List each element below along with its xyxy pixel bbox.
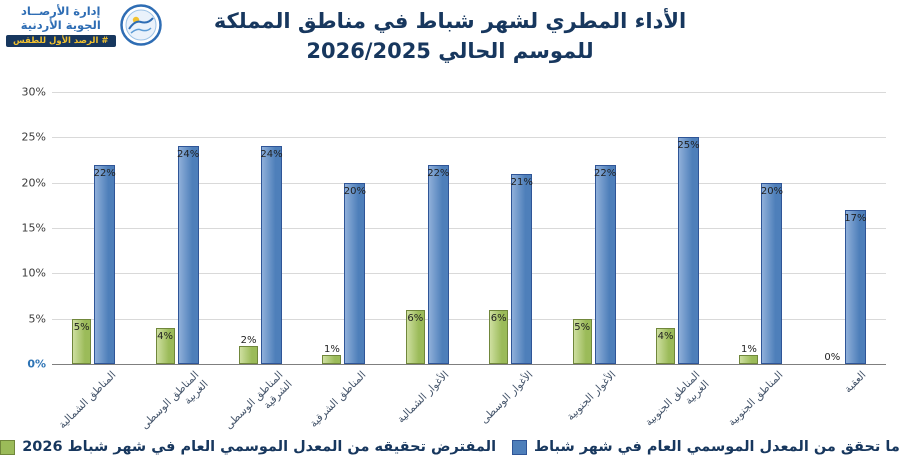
org-name: إدارة الأرصــاد الجوية الأردنية # الرصد … [6,4,116,47]
org-name-line1: إدارة الأرصــاد [20,4,101,18]
bar-achieved: 22% [427,164,449,364]
bar-expected: 2% [239,335,259,364]
bar-value-label: 5% [574,321,591,333]
chart-title: الأداء المطري لشهر شباط في مناطق المملكة… [0,6,900,67]
legend-swatch-green [0,439,16,455]
chart-title-line1: الأداء المطري لشهر شباط في مناطق المملكة [213,9,687,33]
org-identity: إدارة الأرصــاد الجوية الأردنية # الرصد … [6,4,162,47]
bar-value-label: 1% [741,343,757,355]
bar-chart: 0% 5% 10% 15% 20% 25% 30% 5% 22% المناطق الشمالية… [8,86,892,432]
bar-value-label: 22% [93,167,116,179]
chart-title-line2: للموسم الحالي 2026/2025 [306,39,594,64]
legend-label-achieved: ما تحقق من المعدل الموسمي العام في شهر ش… [534,439,900,455]
bar-value-label: 22% [594,167,617,179]
jmd-logo-icon [119,4,162,46]
bar-value-label: 17% [844,212,867,224]
gridline [52,228,886,229]
y-axis-label: 30% [21,85,46,99]
bar-expected: 1% [739,344,759,364]
x-axis-label: المناطق الشرقية [307,369,369,430]
bar-value-label: 4% [657,330,674,342]
legend-item-achieved: ما تحقق من المعدل الموسمي العام في شهر ش… [512,439,900,455]
bar-value-label: 24% [176,149,200,161]
plot-area: 0% 5% 10% 15% 20% 25% 30% 5% 22% المناطق الشمالية… [22,86,886,432]
bar-value-label: 22% [427,167,450,179]
legend: ما تحقق من المعدل الموسمي العام في شهر ش… [0,439,900,455]
bar-expected: 5% [72,318,92,364]
y-axis-label: 10% [21,266,46,280]
bar-expected: 1% [322,344,342,364]
bar-groups: 5% 22% المناطق الشمالية 4% 24% المناطق الوسطى… [52,92,886,432]
bar-value-label: 4% [157,330,174,342]
category-group: 4% 24% المناطق الوسطى الغربية [135,92,218,432]
gridline [52,318,886,320]
bar-expected: 5% [572,318,592,364]
bar-value-label: 1% [323,343,340,355]
bar-value-label: 20% [343,185,367,197]
y-axis-label: 0% [27,357,46,371]
bar-value-label: 6% [407,312,424,324]
x-axis-line [52,364,886,365]
category-group: 2% 24% المناطق الوسطى الشرقية [219,92,302,432]
bar-achieved: 22% [94,164,116,364]
bar-value-label: 20% [760,185,784,197]
bar-achieved: 20% [344,182,366,364]
bar-value-label: 21% [510,176,533,188]
legend-swatch-blue [512,439,528,455]
bar-expected: 6% [405,309,425,364]
bar-value-label: 5% [73,321,90,333]
category-group: 5% 22% الأغوار الجنوبية [552,92,635,423]
category-group: 4% 25% المناطق الجنوبية الغربية [636,92,719,429]
legend-item-expected: المفترض تحقيقه من المعدل الموسمي العام ف… [0,439,496,455]
y-axis-label: 25% [21,130,46,144]
bar-expected: 4% [155,327,175,364]
x-axis-label: الأغوار الشمالية [395,369,452,426]
y-axis-label: 20% [21,176,46,190]
org-name-line2: الجوية الأردنية [20,18,101,33]
x-axis-label: المناطق الجنوبية [725,369,786,429]
org-slogan-ribbon: # الرصد الأول للطقس [6,34,116,47]
category-group: 6% 21% الأغوار الوسطى [469,92,552,426]
category-group: 0% 17% العقبة [803,92,886,395]
bar-expected: 4% [656,327,676,364]
legend-label-expected: المفترض تحقيقه من المعدل الموسمي العام ف… [22,439,497,455]
x-axis-label: المناطق الشمالية [56,369,119,432]
gridline [52,273,886,275]
bar-value-label: 0% [824,352,841,363]
bar-achieved: 21% [511,173,533,364]
category-group: 1% 20% المناطق الشرقية [302,92,385,430]
bar-value-label: 2% [240,334,257,346]
bar-achieved: 20% [761,182,783,364]
bar-achieved: 17% [844,209,866,364]
bar-expected: 6% [489,309,509,364]
category-group: 5% 22% المناطق الشمالية [52,92,135,431]
bar-value-label: 25% [677,140,700,152]
x-axis-label: الأغوار الوسطى [478,369,536,427]
gridline [52,182,886,184]
bar-achieved: 22% [594,164,616,364]
bar-value-label: 24% [260,149,283,161]
category-group: 6% 22% الأغوار الشمالية [386,92,469,426]
category-group: 1% 20% المناطق الجنوبية [719,92,802,429]
gridline [52,92,886,93]
x-axis-label: الأغوار الجنوبية [564,369,619,423]
y-axis-label: 15% [21,221,46,235]
y-axis-label: 5% [28,312,46,326]
x-axis-label: العقبة [842,369,869,396]
bar-achieved: 25% [677,137,700,364]
bar-value-label: 6% [490,312,507,324]
gridline [52,137,886,139]
bar-achieved: 24% [260,146,283,364]
bar-achieved: 24% [177,146,199,364]
